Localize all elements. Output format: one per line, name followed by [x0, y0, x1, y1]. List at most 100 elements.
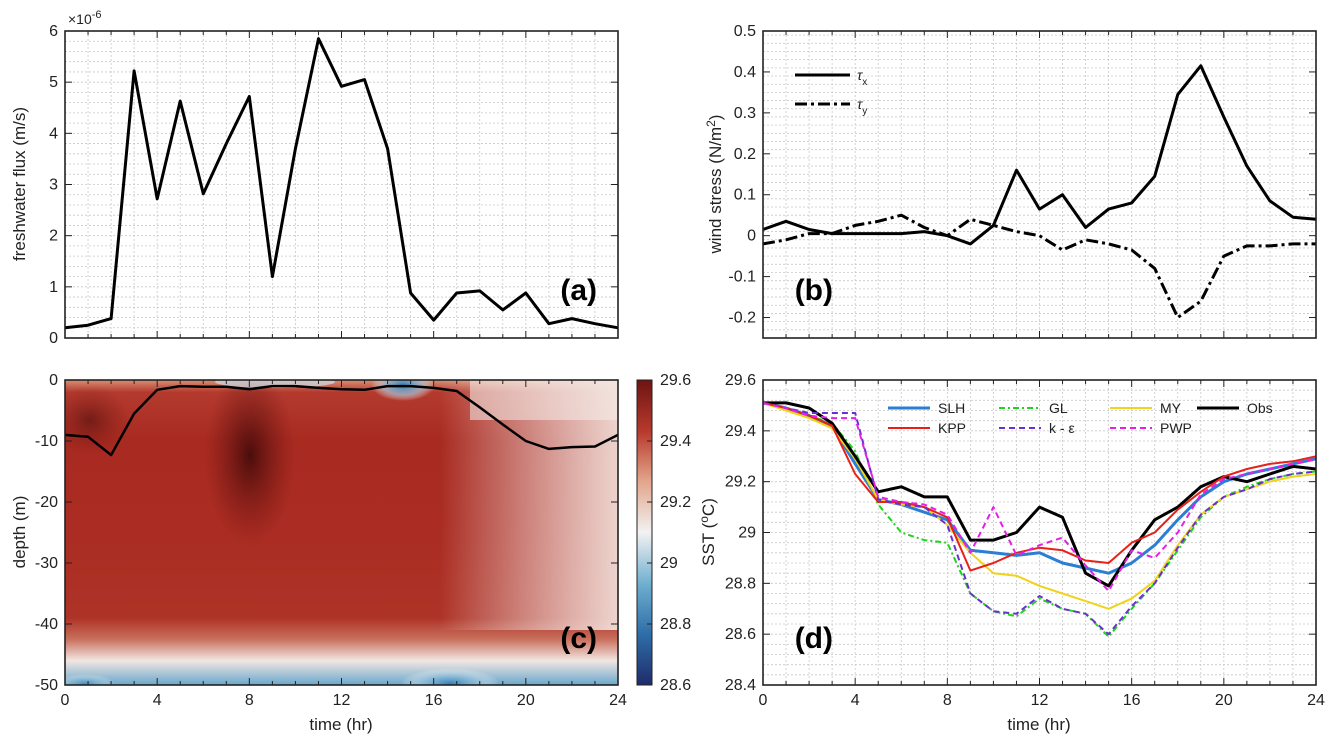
heatmap-bottom-blue-left	[65, 674, 115, 685]
y-tick-label: 1	[49, 279, 58, 296]
heatmap-warm-right	[440, 380, 618, 630]
heatmap-surface-white-right	[470, 380, 618, 420]
panel-d-grid	[763, 380, 1316, 685]
y-tick-label: 29	[738, 525, 756, 542]
x-tick-label: 4	[851, 692, 860, 709]
x-tick-label: 12	[1031, 692, 1049, 709]
series-line-k-	[762, 401, 1317, 636]
panel-a-plot	[64, 37, 619, 330]
y-tick-label: -40	[35, 616, 58, 633]
panel-b-plot	[762, 64, 1317, 319]
panel-b-tag: (b)	[795, 274, 833, 307]
panel-d-tag: (d)	[795, 622, 833, 655]
panel-d-frame	[762, 379, 1317, 686]
panel-b-frame	[762, 30, 1317, 339]
y-tick-label: 0.2	[734, 146, 756, 163]
colorbar-ticks: 28.6 28.8 29 29.2 29.4 29.6	[647, 372, 691, 694]
panel-d-xlabel: time (hr)	[1007, 715, 1070, 734]
legend-label: KPP	[938, 420, 966, 436]
y-tick-label: 0.3	[734, 105, 756, 122]
x-tick-label: 0	[759, 692, 768, 709]
y-tick-label: 0	[747, 228, 756, 245]
y-tick-label: 0.4	[734, 64, 756, 81]
y-tick-label: 0.5	[734, 23, 756, 40]
series-line-pwp	[762, 401, 1317, 592]
y-tick-label: 3	[49, 177, 58, 194]
y-tick-label: 0	[49, 372, 58, 389]
panel-c-ylabel: depth (m)	[10, 496, 29, 569]
x-tick-label: 16	[425, 692, 443, 709]
panel-d-ylabel: SST (oC)	[697, 498, 718, 566]
panel-c: 0 4 8 12 16 20 24 -50 -40 -30 -20 -10 0 depth (m) ti…	[10, 372, 691, 734]
y-tick-label: 29.4	[725, 423, 756, 440]
colorbar-tick-label: 29.2	[660, 494, 691, 511]
y-tick-label: -20	[35, 494, 58, 511]
series-line-slh	[762, 401, 1317, 575]
y-tick-label: 29.6	[725, 372, 756, 389]
panel-a-frame	[64, 30, 619, 339]
panel-c-frame	[64, 379, 619, 686]
panel-d: 0 4 8 12 16 20 24 28.4 28.6 28.8 29 29.2 29.4 29.6 SL…	[697, 372, 1325, 734]
panel-b: -0.2 -0.1 0 0.1 0.2 0.3 0.4 0.5 wind stress (N/…	[704, 23, 1317, 339]
panel-c-heatmap	[65, 380, 618, 685]
heatmap-dark-left	[65, 385, 130, 455]
series-line--y	[762, 213, 1316, 319]
colorbar-tick-label: 29.4	[660, 433, 691, 450]
panel-a: 0 1 2 3 4 5 6 ×10-6 freshwater flux (m/s) (a)	[10, 9, 619, 347]
y-tick-label: -30	[35, 555, 58, 572]
panel-a-tag: (a)	[560, 274, 597, 307]
series-line-main	[64, 37, 619, 330]
colorbar-tick-label: 28.8	[660, 616, 691, 633]
colorbar-tick-label: 29.6	[660, 372, 691, 389]
heatmap-bottom-blue	[400, 668, 500, 685]
panel-c-tag: (c)	[560, 622, 597, 655]
y-tick-label: 6	[49, 23, 58, 40]
legend-label: k - ε	[1049, 420, 1075, 436]
x-tick-label: 12	[333, 692, 351, 709]
colorbar-tick-label: 29	[660, 555, 678, 572]
panel-a-ylabel: freshwater flux (m/s)	[10, 107, 29, 261]
legend-label: PWP	[1160, 420, 1192, 436]
legend-label-taux: τx	[857, 67, 867, 88]
y-tick-label: 29.2	[725, 474, 756, 491]
x-tick-label: 0	[61, 692, 70, 709]
colorbar	[636, 379, 653, 686]
series-line-gl	[762, 401, 1317, 638]
y-tick-label: 28.6	[725, 626, 756, 643]
y-tick-label: -50	[35, 677, 58, 694]
legend-label: MY	[1160, 400, 1182, 416]
y-tick-label: 0.1	[734, 187, 756, 204]
panel-d-legend: SLH GL MY Obs KPP k - ε PWP	[888, 400, 1273, 436]
panel-b-grid	[763, 31, 1316, 338]
heatmap-dark-core	[205, 380, 295, 545]
x-tick-label: 20	[517, 692, 535, 709]
x-tick-label: 4	[153, 692, 162, 709]
x-tick-label: 8	[943, 692, 952, 709]
colorbar-tick-label: 28.6	[660, 677, 691, 694]
legend-label: SLH	[938, 400, 965, 416]
panel-a-grid	[65, 31, 618, 338]
y-tick-label: 4	[49, 125, 58, 142]
y-tick-label: 28.4	[725, 677, 756, 694]
x-tick-label: 16	[1123, 692, 1141, 709]
legend-label-tauy: τy	[857, 96, 867, 117]
panel-b-legend: τx τy	[795, 67, 867, 117]
x-tick-label: 24	[1307, 692, 1325, 709]
legend-label: GL	[1049, 400, 1068, 416]
y-tick-label: 28.8	[725, 575, 756, 592]
y-tick-label: -0.2	[728, 310, 756, 327]
panel-b-ylabel: wind stress (N/m2)	[704, 115, 725, 255]
y-tick-label: 5	[49, 74, 58, 91]
y-tick-label: -0.1	[728, 269, 756, 286]
series-line--x	[762, 64, 1317, 246]
panel-d-plot	[762, 401, 1317, 638]
y-tick-label: 2	[49, 228, 58, 245]
panel-a-exponent: ×10-6	[68, 9, 102, 27]
x-tick-label: 8	[245, 692, 254, 709]
y-tick-label: 0	[49, 330, 58, 347]
x-tick-label: 24	[609, 692, 627, 709]
panel-d-ticks: 0 4 8 12 16 20 24 28.4 28.6 28.8 29 29.2 29.4 29.6	[725, 372, 1325, 709]
series-line-kpp	[762, 401, 1317, 572]
panel-c-xlabel: time (hr)	[309, 715, 372, 734]
